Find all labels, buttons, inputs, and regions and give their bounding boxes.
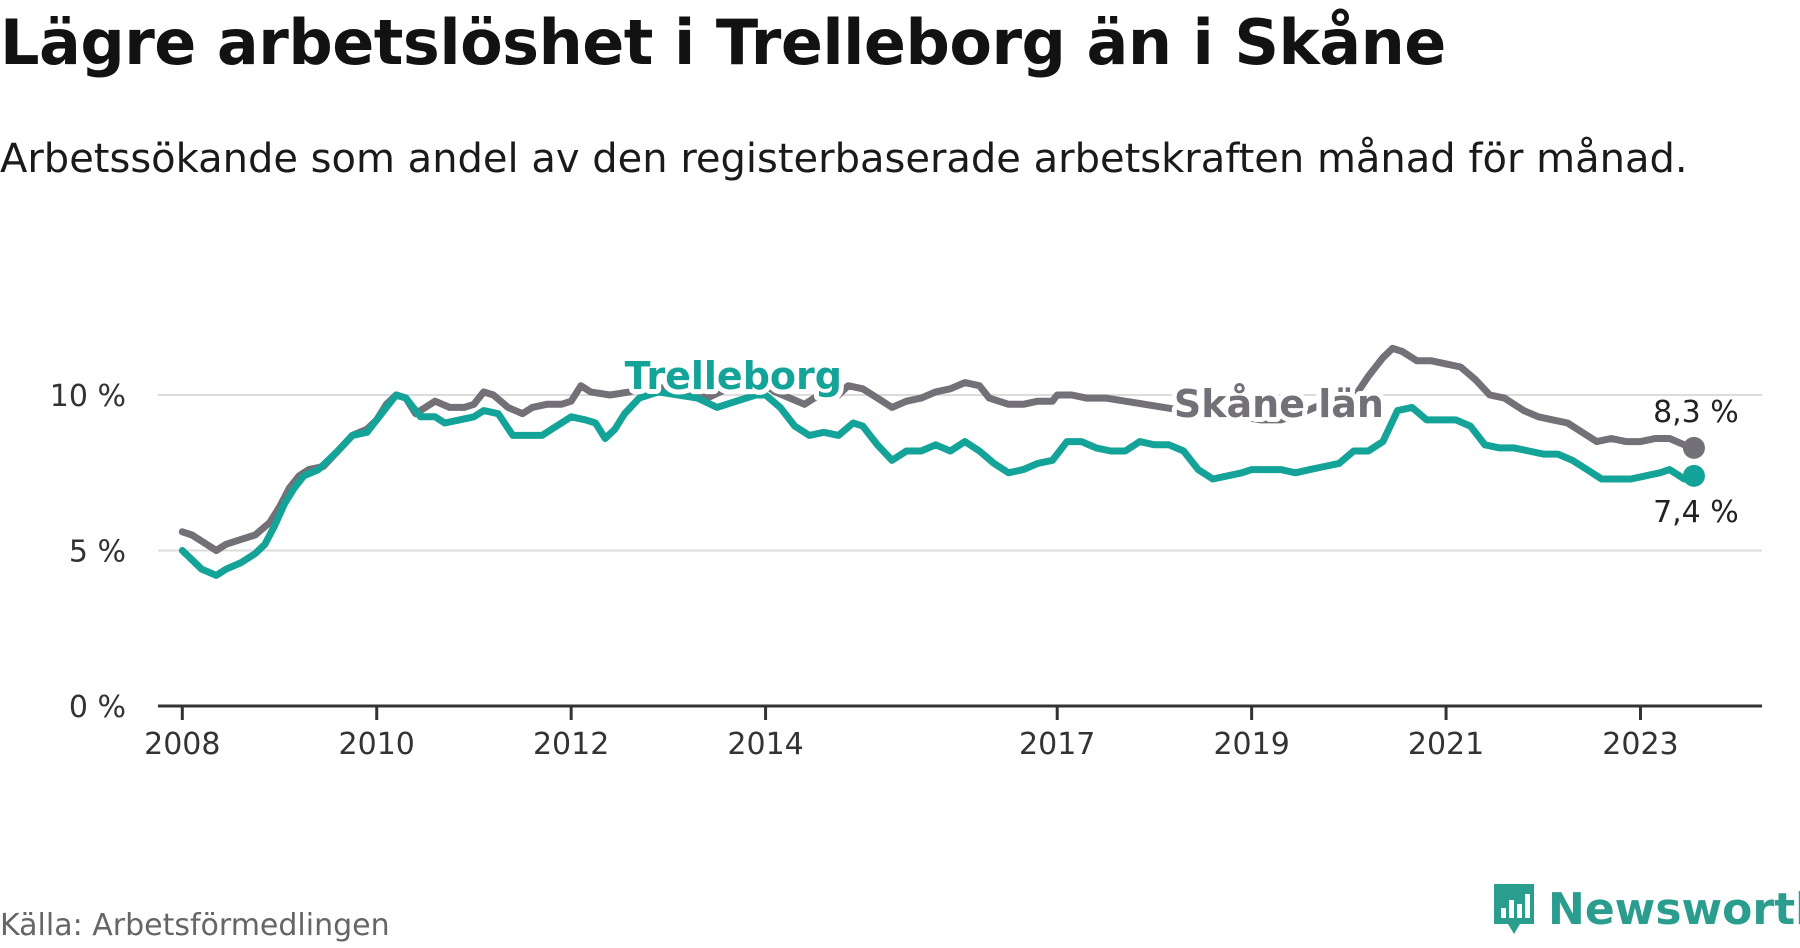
x-tick-label-0: 2008: [144, 727, 220, 762]
series-label-sk-ne-l-n: Skåne län: [1174, 382, 1384, 426]
newsworthy-logo-icon: [1494, 884, 1534, 934]
y-tick-label-0: 0 %: [69, 690, 126, 725]
series-line-trelleborg: [178, 388, 1698, 579]
end-value-label-trelleborg: 7,4 %: [1653, 495, 1739, 530]
series-label-trelleborg: Trelleborg: [625, 354, 842, 398]
chart-subtitle: Arbetssökande som andel av den registerb…: [0, 136, 1688, 182]
end-value-label-sk-ne-l-n: 8,3 %: [1653, 395, 1739, 430]
chart-title: Lägre arbetslöshet i Trelleborg än i Skå…: [0, 6, 1446, 79]
x-tick-label-7: 2023: [1602, 727, 1678, 762]
brand-logo[interactable]: Newsworthy: [1492, 882, 1800, 936]
x-tick-label-2: 2012: [533, 727, 609, 762]
x-tick-label-1: 2010: [339, 727, 415, 762]
y-tick-label-1: 5 %: [69, 535, 126, 570]
x-tick-label-6: 2021: [1408, 727, 1484, 762]
end-marker-trelleborg: [1682, 464, 1705, 487]
y-tick-label-2: 10 %: [50, 379, 126, 414]
x-tick-label-4: 2017: [1019, 727, 1095, 762]
x-tick-label-3: 2014: [727, 727, 803, 762]
x-tick-label-5: 2019: [1213, 727, 1289, 762]
source-note: Källa: Arbetsförmedlingen: [0, 908, 390, 943]
brand-name: Newsworthy: [1548, 883, 1800, 935]
end-marker-sk-ne-l-n: [1682, 436, 1705, 459]
